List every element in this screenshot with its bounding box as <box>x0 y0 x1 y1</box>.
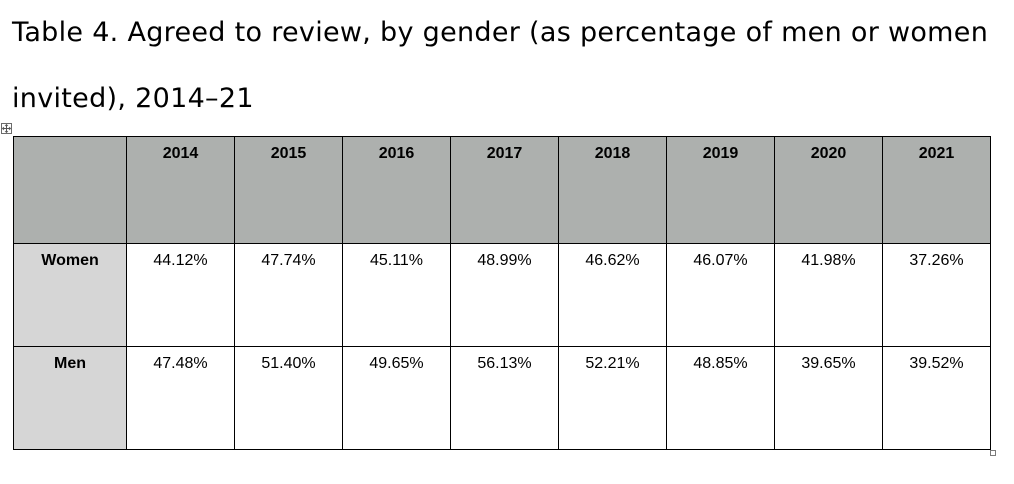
table-row-men: Men 47.48% 51.40% 49.65% 56.13% 52.21% 4… <box>13 346 991 450</box>
value-cell: 37.26% <box>882 243 991 347</box>
value-cell: 52.21% <box>558 346 667 450</box>
value-cell: 46.62% <box>558 243 667 347</box>
header-row: 2014 2015 2016 2017 2018 2019 2020 2021 <box>13 136 991 244</box>
year-header: 2020 <box>774 136 883 244</box>
caption-line-2: invited), 2014–21 <box>12 83 254 114</box>
year-header: 2016 <box>342 136 451 244</box>
table-move-handle-icon[interactable] <box>1 123 12 134</box>
value-cell: 39.65% <box>774 346 883 450</box>
year-header: 2018 <box>558 136 667 244</box>
gender-review-table: 2014 2015 2016 2017 2018 2019 2020 2021 … <box>13 136 991 450</box>
value-cell: 41.98% <box>774 243 883 347</box>
year-header: 2017 <box>450 136 559 244</box>
row-label-women: Women <box>13 243 127 347</box>
value-cell: 47.48% <box>126 346 235 450</box>
value-cell: 44.12% <box>126 243 235 347</box>
value-cell: 46.07% <box>666 243 775 347</box>
value-cell: 47.74% <box>234 243 343 347</box>
four-arrow-move-icon <box>2 124 11 133</box>
value-cell: 48.99% <box>450 243 559 347</box>
row-label-men: Men <box>13 346 127 450</box>
year-header: 2014 <box>126 136 235 244</box>
value-cell: 39.52% <box>882 346 991 450</box>
corner-cell <box>13 136 127 244</box>
value-cell: 48.85% <box>666 346 775 450</box>
year-header: 2021 <box>882 136 991 244</box>
year-header: 2019 <box>666 136 775 244</box>
value-cell: 56.13% <box>450 346 559 450</box>
value-cell: 51.40% <box>234 346 343 450</box>
value-cell: 49.65% <box>342 346 451 450</box>
year-header: 2015 <box>234 136 343 244</box>
table-caption: Table 4. Agreed to review, by gender (as… <box>12 0 1002 132</box>
table-row-women: Women 44.12% 47.74% 45.11% 48.99% 46.62%… <box>13 243 991 347</box>
caption-line-1: Table 4. Agreed to review, by gender (as… <box>12 17 989 48</box>
value-cell: 45.11% <box>342 243 451 347</box>
table-resize-handle-icon[interactable] <box>990 450 996 456</box>
